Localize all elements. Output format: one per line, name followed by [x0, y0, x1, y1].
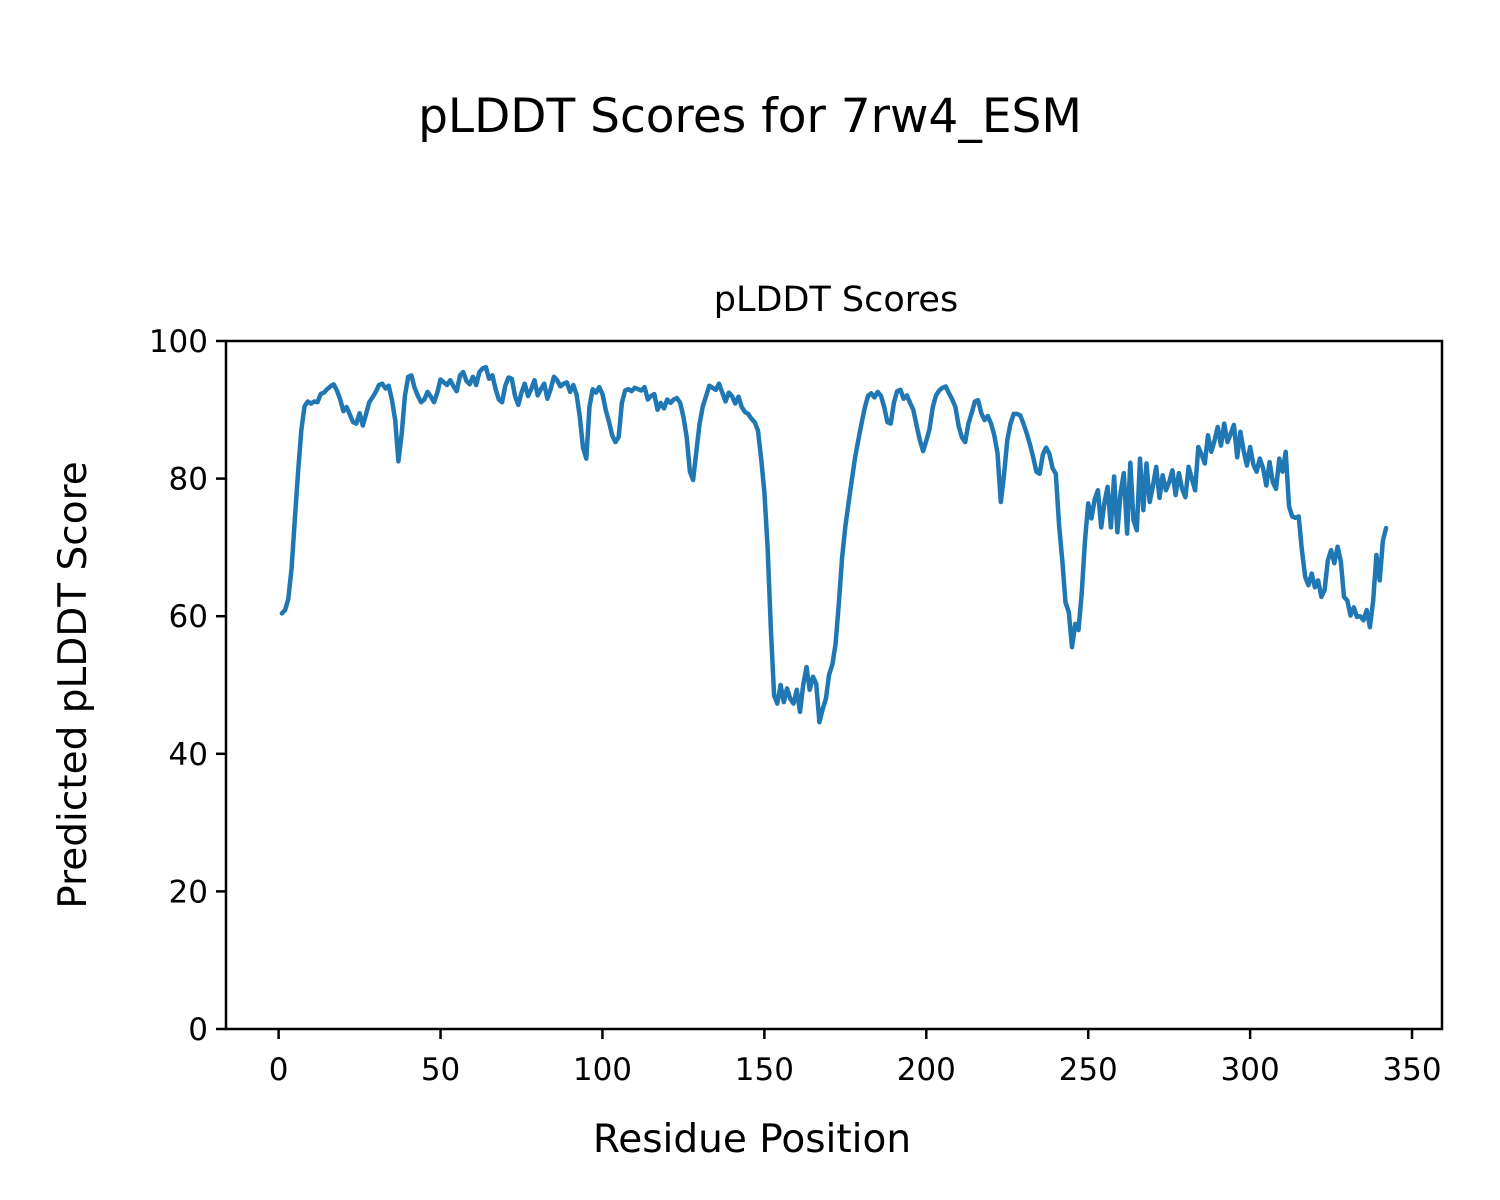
x-tick-label: 200	[897, 1052, 956, 1088]
x-tick-label: 250	[1059, 1052, 1118, 1088]
x-tick-label: 100	[573, 1052, 632, 1088]
x-tick-label: 350	[1382, 1052, 1441, 1088]
x-tick-label: 300	[1221, 1052, 1280, 1088]
y-tick-label: 100	[149, 324, 208, 360]
axes-title: pLDDT Scores	[714, 280, 958, 320]
plddt-line	[279, 364, 1389, 725]
y-tick-label: 0	[188, 1012, 208, 1048]
data-series	[279, 364, 1389, 725]
plot-frame	[224, 339, 1444, 1031]
figure-title: pLDDT Scores for 7rw4_ESM	[418, 89, 1082, 144]
y-tick-label: 80	[169, 462, 208, 498]
y-axis-ticks: 0 20 40 60 80 100	[149, 324, 226, 1048]
y-tick-label: 60	[169, 599, 208, 635]
x-tick-label: 50	[421, 1052, 460, 1088]
y-tick-label: 40	[169, 737, 208, 773]
x-axis-ticks: 0 50 100 150 200 250 300 350	[269, 1029, 1442, 1088]
x-tick-label: 0	[269, 1052, 289, 1088]
x-tick-label: 150	[735, 1052, 794, 1088]
x-axis-label: Residue Position	[593, 1117, 911, 1162]
y-tick-label: 20	[169, 874, 208, 910]
y-axis-label: Predicted pLDDT Score	[51, 461, 96, 908]
